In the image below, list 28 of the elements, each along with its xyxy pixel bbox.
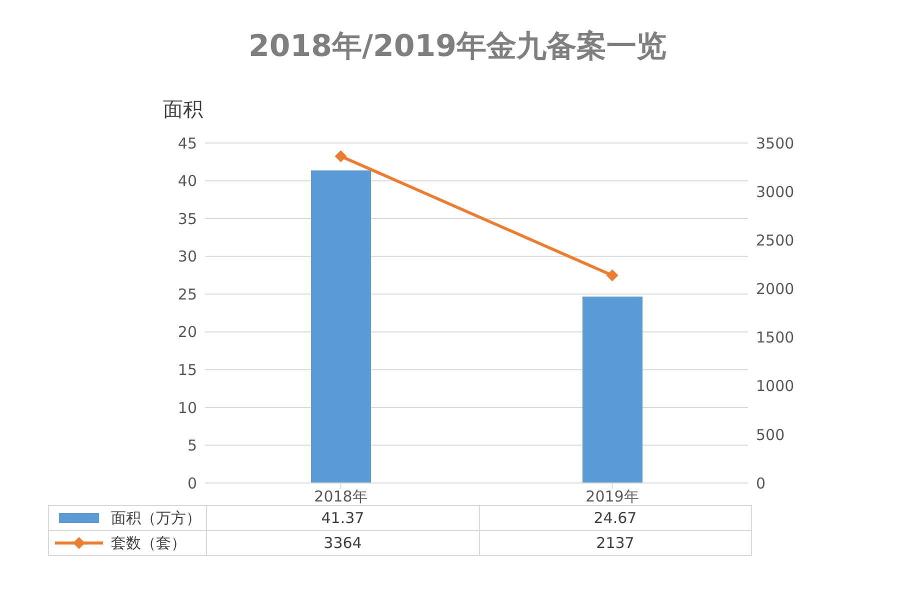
data-label: 2137 — [478, 531, 752, 555]
y-tick-label: 5 — [187, 436, 197, 455]
y-tick-label: 0 — [187, 474, 197, 492]
y-axis-title: 面积 — [163, 96, 203, 123]
y-tick-label: 30 — [178, 248, 197, 266]
y-tick-label: 45 — [178, 134, 197, 152]
y2-tick-label: 2500 — [756, 231, 794, 250]
y-tick-label: 10 — [178, 398, 197, 417]
y2-tick-label: 500 — [756, 426, 785, 444]
chart-title: 2018年/2019年金九备案一览 — [248, 28, 668, 66]
legend-label: 面积（万方） — [111, 508, 201, 528]
y2-tick-label: 1500 — [756, 328, 794, 347]
legend-label: 套数（套） — [111, 534, 186, 552]
y-tick-label: 40 — [178, 172, 197, 190]
y2-tick-label: 1000 — [756, 377, 794, 396]
y-tick-label: 20 — [178, 323, 197, 342]
y2-tick-label: 2000 — [756, 280, 794, 298]
x-tick-label: 2018年 — [314, 488, 368, 506]
y-tick-label: 25 — [178, 285, 197, 304]
y-tick-label: 15 — [178, 360, 197, 379]
x-tick-label: 2019年 — [586, 488, 639, 506]
data-label: 3364 — [206, 531, 478, 555]
y-tick-label: 35 — [178, 210, 197, 228]
y2-tick-label: 3000 — [756, 182, 794, 201]
data-label: 24.67 — [478, 506, 752, 530]
data-label: 41.37 — [206, 506, 478, 530]
y2-tick-label: 3500 — [756, 134, 794, 152]
y2-tick-label: 0 — [756, 474, 766, 492]
